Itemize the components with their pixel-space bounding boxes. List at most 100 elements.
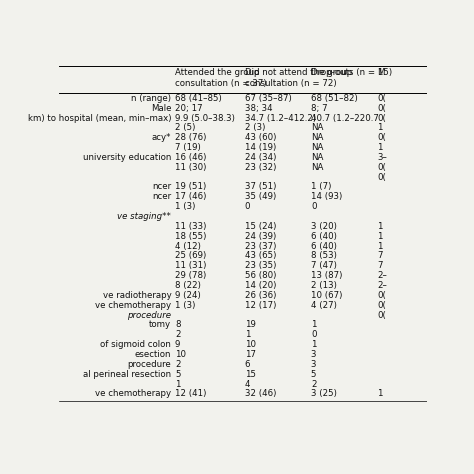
- Text: 0(: 0(: [377, 163, 386, 172]
- Text: ve chemotherapy: ve chemotherapy: [95, 390, 171, 399]
- Text: 14 (93): 14 (93): [311, 192, 342, 201]
- Text: 20; 17: 20; 17: [175, 104, 202, 113]
- Text: 23 (35): 23 (35): [245, 261, 276, 270]
- Text: 0(: 0(: [377, 104, 386, 113]
- Text: acy*: acy*: [152, 133, 171, 142]
- Text: 6 (40): 6 (40): [311, 242, 337, 251]
- Text: 7 (19): 7 (19): [175, 143, 201, 152]
- Text: 5: 5: [175, 370, 181, 379]
- Text: 7 (47): 7 (47): [311, 261, 337, 270]
- Text: 43 (60): 43 (60): [245, 133, 276, 142]
- Text: 12 (17): 12 (17): [245, 301, 276, 310]
- Text: 23 (32): 23 (32): [245, 163, 276, 172]
- Text: 3: 3: [311, 360, 316, 369]
- Text: ve chemotherapy: ve chemotherapy: [95, 301, 171, 310]
- Text: 19 (51): 19 (51): [175, 182, 206, 191]
- Text: 14 (19): 14 (19): [245, 143, 276, 152]
- Text: NA: NA: [311, 153, 323, 162]
- Text: 25 (69): 25 (69): [175, 252, 206, 261]
- Text: 1: 1: [377, 123, 383, 132]
- Text: 3 (20): 3 (20): [311, 222, 337, 231]
- Text: 0(: 0(: [377, 310, 386, 319]
- Text: 0(: 0(: [377, 173, 386, 182]
- Text: 2–: 2–: [377, 281, 387, 290]
- Text: 1: 1: [311, 340, 316, 349]
- Text: 1: 1: [377, 143, 383, 152]
- Text: 1 (3): 1 (3): [175, 301, 195, 310]
- Text: Did not attend the group
consultation (n = 72): Did not attend the group consultation (n…: [245, 68, 352, 88]
- Text: 17 (46): 17 (46): [175, 192, 206, 201]
- Text: NA: NA: [311, 123, 323, 132]
- Text: 1: 1: [377, 390, 383, 399]
- Text: 0(: 0(: [377, 94, 386, 103]
- Text: 2 (5): 2 (5): [175, 123, 195, 132]
- Text: 4 (12): 4 (12): [175, 242, 201, 251]
- Text: 1: 1: [311, 320, 316, 329]
- Text: 4 (27): 4 (27): [311, 301, 337, 310]
- Text: 40.7 (1.2–220.7: 40.7 (1.2–220.7: [311, 113, 379, 122]
- Text: 0(: 0(: [377, 113, 386, 122]
- Text: 17: 17: [245, 350, 256, 359]
- Text: M: M: [377, 68, 384, 77]
- Text: 11 (33): 11 (33): [175, 222, 206, 231]
- Text: 23 (37): 23 (37): [245, 242, 276, 251]
- Text: Male: Male: [151, 104, 171, 113]
- Text: 18 (55): 18 (55): [175, 232, 206, 241]
- Text: 8 (22): 8 (22): [175, 281, 201, 290]
- Text: 2: 2: [175, 330, 181, 339]
- Text: 2 (13): 2 (13): [311, 281, 337, 290]
- Text: 11 (30): 11 (30): [175, 163, 206, 172]
- Text: 28 (76): 28 (76): [175, 133, 206, 142]
- Text: 4: 4: [245, 380, 250, 389]
- Text: 26 (36): 26 (36): [245, 291, 276, 300]
- Text: 24 (34): 24 (34): [245, 153, 276, 162]
- Text: 67 (35–87): 67 (35–87): [245, 94, 292, 103]
- Text: 2–: 2–: [377, 271, 387, 280]
- Text: ve staging**: ve staging**: [118, 212, 171, 221]
- Text: 11 (31): 11 (31): [175, 261, 206, 270]
- Text: 9: 9: [175, 340, 180, 349]
- Text: 14 (20): 14 (20): [245, 281, 276, 290]
- Text: 0(: 0(: [377, 301, 386, 310]
- Text: 7: 7: [377, 252, 383, 261]
- Text: 35 (49): 35 (49): [245, 192, 276, 201]
- Text: 16 (46): 16 (46): [175, 153, 206, 162]
- Text: 1: 1: [245, 330, 250, 339]
- Text: 8: 8: [175, 320, 181, 329]
- Text: 10: 10: [175, 350, 186, 359]
- Text: 24 (39): 24 (39): [245, 232, 276, 241]
- Text: 2: 2: [311, 380, 316, 389]
- Text: 6: 6: [245, 360, 250, 369]
- Text: 7: 7: [377, 261, 383, 270]
- Text: tomy: tomy: [149, 320, 171, 329]
- Text: ve radiotherapy: ve radiotherapy: [102, 291, 171, 300]
- Text: 10: 10: [245, 340, 256, 349]
- Text: 68 (41–85): 68 (41–85): [175, 94, 222, 103]
- Text: 15: 15: [245, 370, 256, 379]
- Text: procedure: procedure: [128, 360, 171, 369]
- Text: NA: NA: [311, 133, 323, 142]
- Text: 3 (25): 3 (25): [311, 390, 337, 399]
- Text: 19: 19: [245, 320, 255, 329]
- Text: n (range): n (range): [131, 94, 171, 103]
- Text: university education: university education: [83, 153, 171, 162]
- Text: 1: 1: [377, 222, 383, 231]
- Text: 0: 0: [311, 330, 316, 339]
- Text: 38; 34: 38; 34: [245, 104, 273, 113]
- Text: 2 (3): 2 (3): [245, 123, 265, 132]
- Text: esection: esection: [135, 350, 171, 359]
- Text: 6 (40): 6 (40): [311, 232, 337, 241]
- Text: 1 (7): 1 (7): [311, 182, 331, 191]
- Text: ncer: ncer: [152, 192, 171, 201]
- Text: 0(: 0(: [377, 133, 386, 142]
- Text: 2: 2: [175, 360, 181, 369]
- Text: 1: 1: [175, 380, 181, 389]
- Text: 3–: 3–: [377, 153, 387, 162]
- Text: 13 (87): 13 (87): [311, 271, 342, 280]
- Text: 0: 0: [311, 202, 316, 211]
- Text: 5: 5: [311, 370, 316, 379]
- Text: 1 (3): 1 (3): [175, 202, 195, 211]
- Text: 29 (78): 29 (78): [175, 271, 206, 280]
- Text: 9 (24): 9 (24): [175, 291, 201, 300]
- Text: NA: NA: [311, 163, 323, 172]
